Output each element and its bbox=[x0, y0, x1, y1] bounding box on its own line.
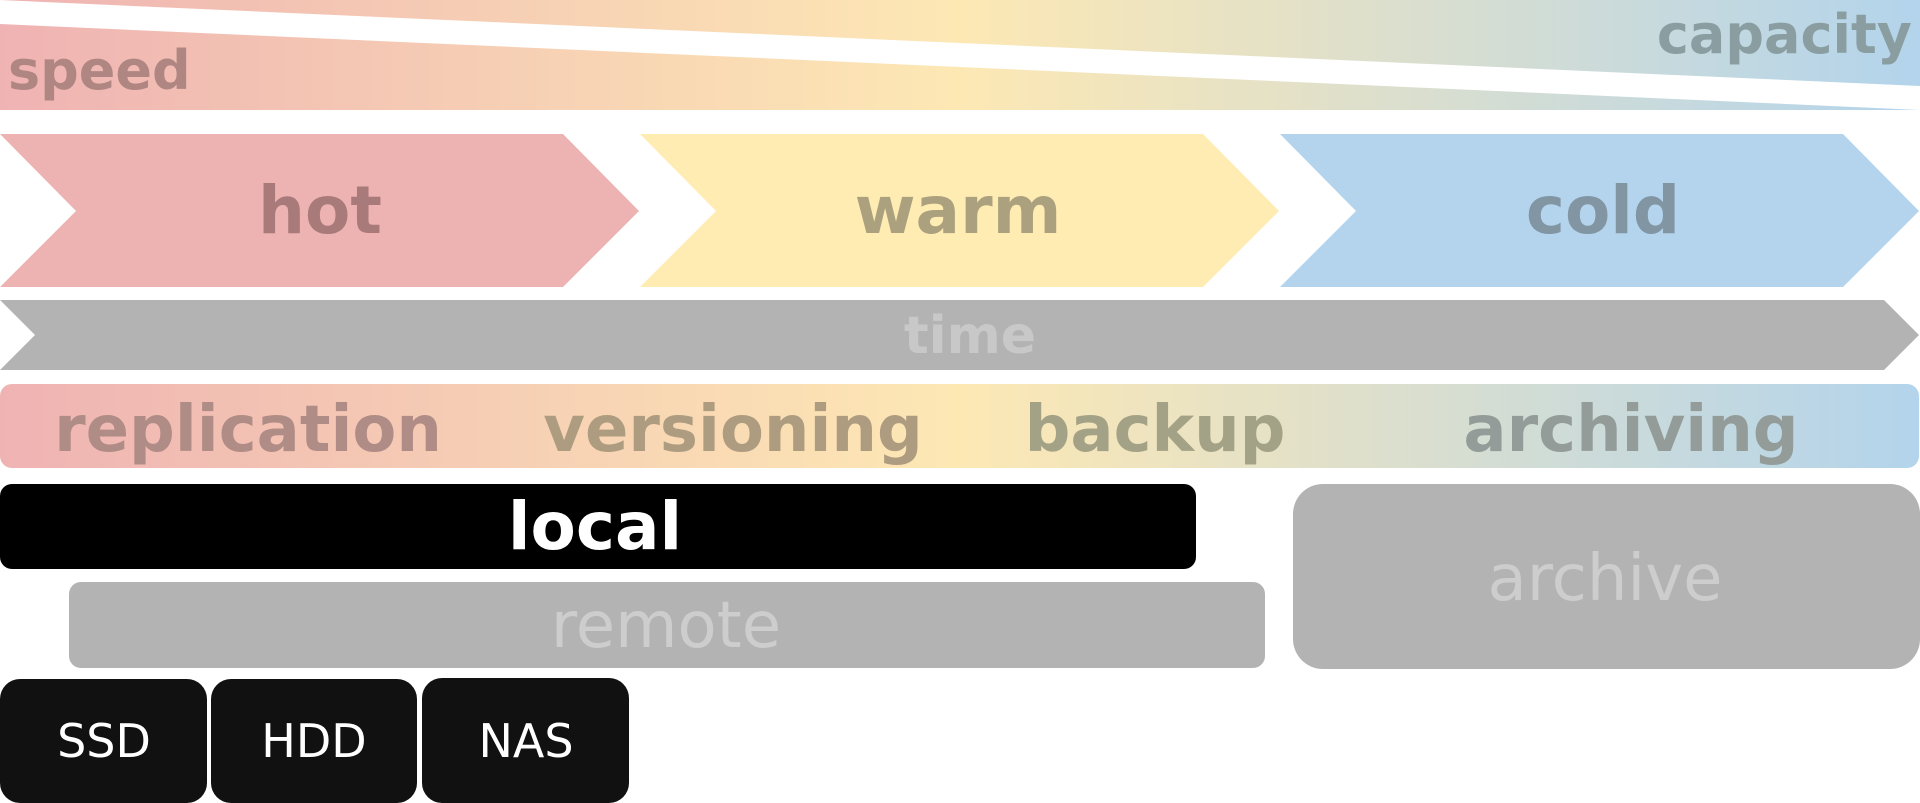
archive-box bbox=[1293, 484, 1920, 669]
nas-label: NAS bbox=[478, 714, 574, 768]
hot-chevron bbox=[0, 134, 639, 287]
local-label: local bbox=[507, 488, 683, 565]
time-label: time bbox=[903, 306, 1037, 366]
warm-label: warm bbox=[854, 172, 1062, 249]
capacity-wedge bbox=[0, 0, 1920, 86]
hdd-box bbox=[211, 679, 417, 803]
remote-bar bbox=[69, 582, 1265, 668]
local-bar bbox=[0, 484, 1196, 569]
speed-wedge bbox=[0, 24, 1920, 110]
archive-label: archive bbox=[1487, 542, 1723, 616]
hdd-label: HDD bbox=[261, 714, 367, 768]
warm-chevron bbox=[640, 134, 1279, 287]
cold-chevron bbox=[1280, 134, 1919, 287]
speed-label: speed bbox=[8, 39, 191, 102]
archiving-label: archiving bbox=[1463, 393, 1799, 467]
remote-label: remote bbox=[550, 589, 782, 663]
cold-label: cold bbox=[1525, 172, 1681, 249]
ssd-box bbox=[0, 679, 207, 803]
hot-label: hot bbox=[258, 172, 382, 249]
replication-label: replication bbox=[54, 393, 442, 467]
time-arrow bbox=[0, 300, 1919, 370]
capacity-label: capacity bbox=[1656, 3, 1912, 66]
ssd-label: SSD bbox=[57, 714, 151, 768]
nas-box bbox=[422, 678, 629, 803]
backup-label: backup bbox=[1024, 393, 1286, 467]
versioning-label: versioning bbox=[543, 393, 923, 467]
strategies-band bbox=[0, 384, 1919, 468]
